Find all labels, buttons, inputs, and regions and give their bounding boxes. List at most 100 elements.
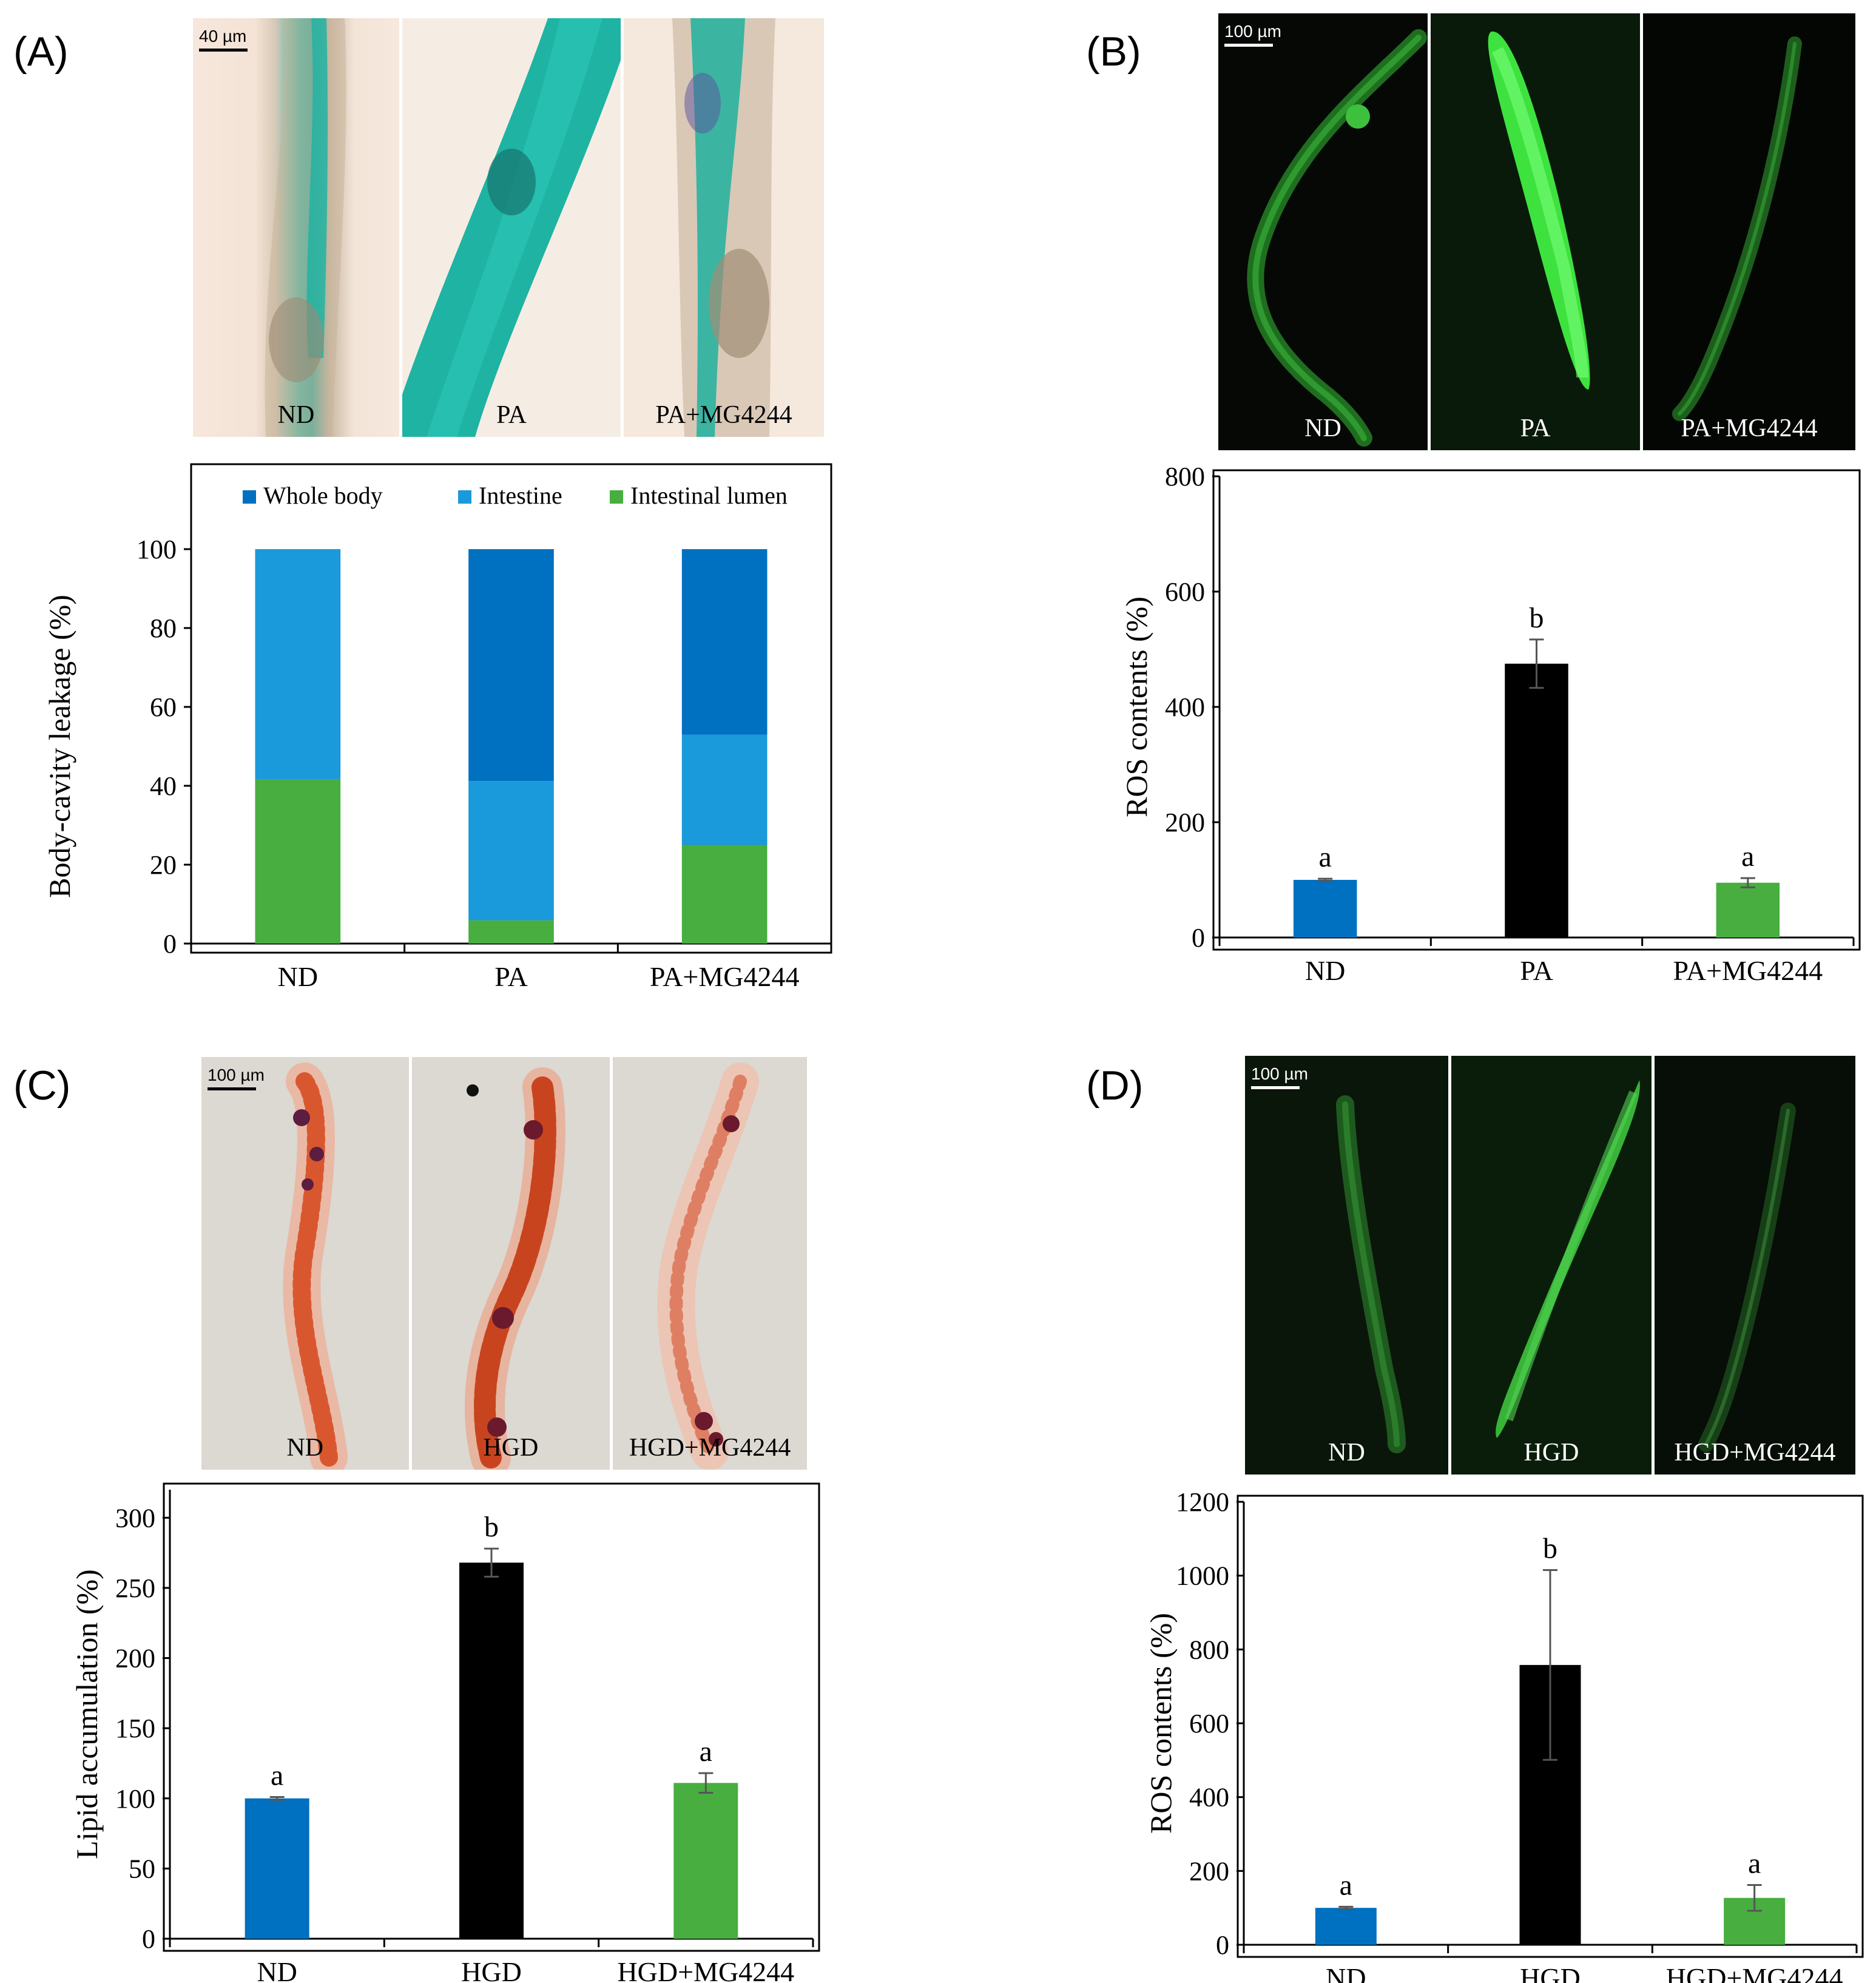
- micrograph-label-b-3: PA+MG4244: [1681, 414, 1818, 442]
- worm-d-rescue: [1698, 1103, 1796, 1452]
- stack-segment-intestinal-lumen: [681, 845, 768, 944]
- y-axis-label: Lipid accumulation (%): [70, 1569, 104, 1859]
- worm-c-hgd: [464, 1067, 565, 1470]
- y-tick-label: 800: [1189, 1635, 1229, 1664]
- micrograph-label-d-2: HGD: [1523, 1439, 1579, 1467]
- micrograph-a-nd: 40 µm ND: [193, 18, 399, 437]
- micrograph-c-rescue: HGD+MG4244: [610, 1057, 807, 1470]
- micrograph-label-d-3: HGD+MG4244: [1674, 1439, 1836, 1467]
- x-tick-label: PA+MG4244: [650, 961, 800, 992]
- y-tick-label: 200: [1165, 808, 1205, 837]
- worm-a-rescue: [672, 18, 775, 437]
- worm-a-pa: [402, 18, 621, 437]
- y-tick-label: 200: [1189, 1856, 1229, 1886]
- significance-letter: a: [1741, 840, 1754, 873]
- plot-frame: [1237, 1495, 1864, 1958]
- chart-d-ros-bar: 0 200 400 600 800 1000 1200 a ND b HGD a HGD+MG4244 R…: [1144, 1487, 1864, 1983]
- y-tick-label: 1000: [1176, 1561, 1229, 1591]
- x-tick-label: HGD+MG4244: [1666, 1962, 1843, 1983]
- y-tick-label: 20: [150, 850, 177, 880]
- y-tick-label: 50: [129, 1854, 155, 1883]
- scalebar-c: 100 µm: [208, 1066, 265, 1090]
- y-tick-label: 0: [1192, 923, 1205, 953]
- bar-3: [1716, 882, 1780, 937]
- scalebar-b: 100 µm: [1224, 22, 1281, 47]
- micrograph-label-b-2: PA: [1520, 414, 1551, 442]
- x-tick-label: HGD+MG4244: [617, 1956, 794, 1983]
- worm-d-hgd: [1496, 1080, 1640, 1438]
- y-axis-label: Body-cavity leakage (%): [42, 595, 76, 898]
- significance-letter: b: [484, 1511, 499, 1543]
- bar-2: [459, 1562, 524, 1939]
- x-tick-label: ND: [257, 1956, 297, 1983]
- y-tick-label: 200: [115, 1644, 155, 1674]
- significance-letter: a: [1340, 1869, 1352, 1901]
- scalebar-d: 100 µm: [1251, 1064, 1308, 1089]
- plot-frame: [1212, 469, 1861, 951]
- micrograph-b-nd: 100 µm ND: [1218, 13, 1428, 450]
- bar-1: [1293, 880, 1357, 937]
- x-tick-label: PA: [494, 961, 528, 992]
- micrograph-label-c-3: HGD+MG4244: [629, 1434, 791, 1462]
- y-tick-label: 400: [1165, 692, 1205, 722]
- y-tick-label: 600: [1165, 577, 1205, 607]
- panel-d-micrographs: 100 µm ND HGD HGD+MG4244: [1245, 1056, 1855, 1475]
- panel-c-micrographs: 100 µm ND HGD HGD+MG4244: [201, 1057, 807, 1470]
- y-tick-label: 300: [115, 1503, 155, 1533]
- scalebar-a: 40 µm: [199, 27, 248, 52]
- x-tick-label: ND: [278, 961, 318, 992]
- significance-letter: b: [1530, 602, 1544, 634]
- stack-segment-intestinal-lumen: [255, 779, 341, 944]
- panel-c-label: (C): [13, 1062, 71, 1109]
- stack-segment-intestinal-lumen: [468, 920, 554, 944]
- chart-c-lipid-bar: 0 50 100 150 200 250 300 a ND b HGD a HGD+MG4244 Lipi…: [70, 1482, 820, 1983]
- y-tick-label: 0: [142, 1924, 155, 1954]
- y-tick-label: 800: [1165, 462, 1205, 492]
- micrograph-d-rescue: HGD+MG4244: [1652, 1056, 1855, 1475]
- micrograph-d-hgd: HGD: [1448, 1056, 1652, 1475]
- legend-swatch: [610, 490, 623, 504]
- panel-a-label: (A): [13, 29, 69, 75]
- y-tick-label: 40: [150, 771, 177, 801]
- x-tick-label: PA+MG4244: [1673, 955, 1823, 986]
- y-tick-label: 400: [1189, 1783, 1229, 1812]
- y-tick-label: 0: [1216, 1930, 1229, 1960]
- micrograph-label-b-1: ND: [1304, 414, 1341, 442]
- bar-1: [245, 1798, 309, 1939]
- stack-segment-whole-body: [681, 549, 768, 735]
- stack-segment-intestine: [468, 781, 554, 921]
- significance-letter: b: [1543, 1533, 1557, 1565]
- panel-b-label: (B): [1086, 29, 1141, 75]
- y-tick-label: 0: [163, 929, 177, 959]
- panel-d-label: (D): [1086, 1062, 1144, 1109]
- micrograph-label-a-3: PA+MG4244: [655, 401, 792, 429]
- bar-2: [1505, 663, 1568, 937]
- y-tick-label: 100: [137, 535, 177, 564]
- x-tick-label: ND: [1305, 955, 1345, 986]
- micrograph-c-nd: 100 µm ND: [201, 1057, 409, 1470]
- micrograph-a-rescue: PA+MG4244: [621, 18, 824, 437]
- significance-letter: a: [700, 1735, 712, 1768]
- worm-c-rescue: [657, 1062, 760, 1470]
- micrograph-label-c-1: ND: [286, 1434, 324, 1462]
- micrograph-b-rescue: PA+MG4244: [1640, 13, 1855, 450]
- micrograph-label-a-2: PA: [496, 401, 527, 429]
- x-tick-label: PA: [1520, 955, 1553, 986]
- micrograph-d-nd: 100 µm ND: [1245, 1056, 1448, 1475]
- micrograph-label-c-2: HGD: [483, 1434, 539, 1462]
- y-axis-label: ROS contents (%): [1144, 1613, 1178, 1834]
- legend-swatch: [243, 490, 256, 504]
- stack-segment-whole-body: [468, 549, 554, 782]
- x-tick-label: HGD: [461, 1956, 522, 1983]
- worm-d-nd: [1336, 1095, 1406, 1453]
- bar-3: [673, 1783, 738, 1939]
- bar-1: [1315, 1908, 1377, 1945]
- worm-b-rescue: [1672, 36, 1802, 421]
- chart-a-stacked-bar: 0 20 40 60 80 100 ND PA PA+MG4244 Whole body Intes…: [42, 463, 832, 992]
- y-tick-label: 150: [115, 1714, 155, 1743]
- micrograph-a-pa: PA: [399, 18, 621, 437]
- significance-letter: a: [1748, 1847, 1761, 1879]
- significance-letter: a: [271, 1759, 283, 1791]
- chart-b-ros-bar: 0 200 400 600 800 a ND b PA a PA+MG4244 ROS content…: [1119, 462, 1861, 986]
- worm-b-pa: [1488, 31, 1590, 390]
